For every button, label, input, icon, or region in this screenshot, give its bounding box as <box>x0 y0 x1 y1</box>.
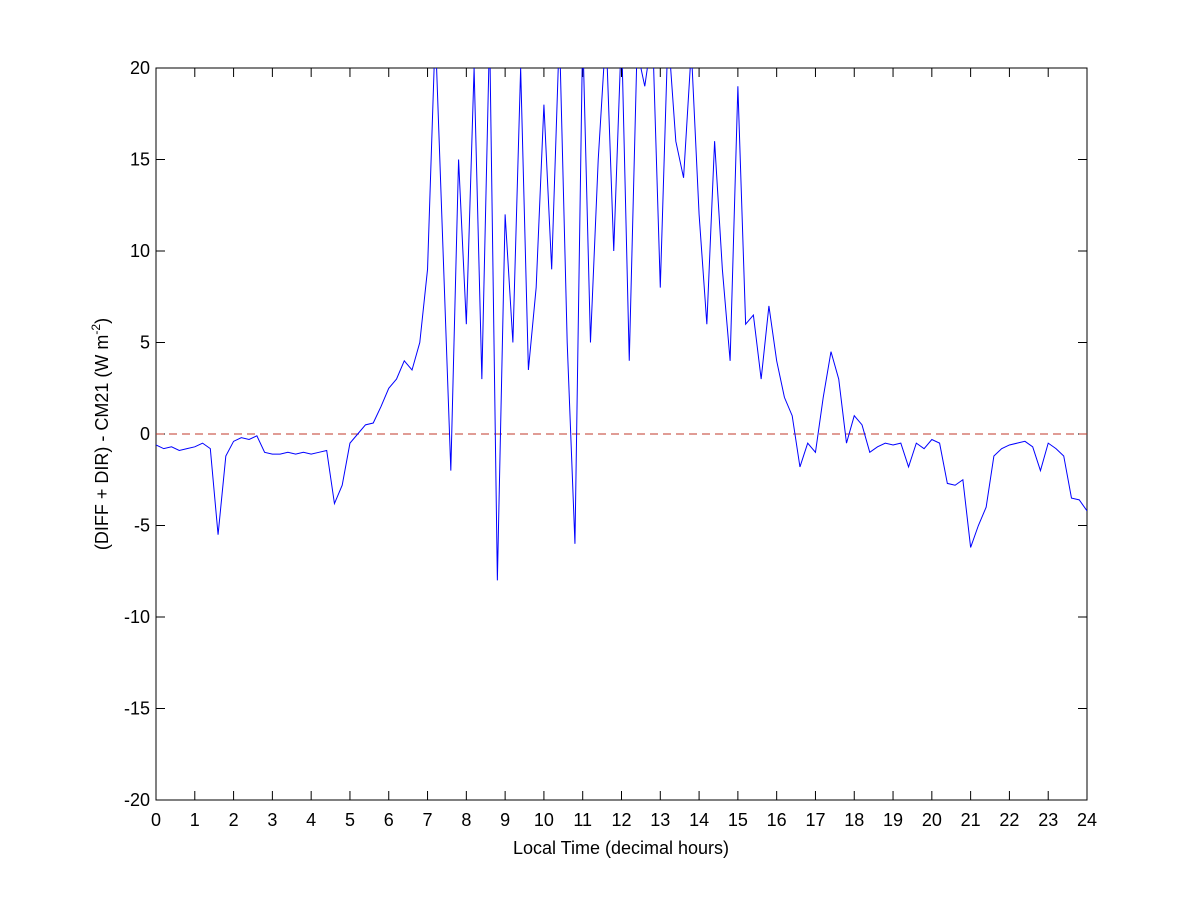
x-tick-label: 5 <box>345 810 355 830</box>
y-label-text: (DIFF + DIR) - CM21 (W m <box>92 335 112 550</box>
y-tick-label: 5 <box>140 333 150 353</box>
y-tick-label: -20 <box>124 790 150 810</box>
y-tick-label: 15 <box>130 150 150 170</box>
x-tick-label: 8 <box>461 810 471 830</box>
x-tick-label: 4 <box>306 810 316 830</box>
x-tick-label: 9 <box>500 810 510 830</box>
x-tick-label: 6 <box>384 810 394 830</box>
x-tick-label: 10 <box>534 810 554 830</box>
x-tick-label: 18 <box>844 810 864 830</box>
x-tick-label: 23 <box>1038 810 1058 830</box>
x-tick-label: 0 <box>151 810 161 830</box>
x-tick-label: 15 <box>728 810 748 830</box>
x-tick-label: 7 <box>423 810 433 830</box>
y-label-sup: -2 <box>89 324 103 335</box>
y-tick-label: -10 <box>124 607 150 627</box>
x-tick-label: 13 <box>650 810 670 830</box>
y-axis-label: (DIFF + DIR) - CM21 (W m-2) <box>89 318 112 550</box>
y-tick-label: -15 <box>124 699 150 719</box>
x-tick-label: 3 <box>267 810 277 830</box>
y-tick-label: 20 <box>130 58 150 78</box>
plot-area <box>155 67 1088 801</box>
y-tick-label: 0 <box>140 424 150 444</box>
x-tick-label: 20 <box>922 810 942 830</box>
x-tick-label: 12 <box>611 810 631 830</box>
x-tick-label: 11 <box>573 810 592 830</box>
x-axis-label: Local Time (decimal hours) <box>513 838 729 858</box>
data-line <box>156 68 1087 581</box>
x-tick-label: 2 <box>229 810 239 830</box>
x-tick-label: 17 <box>805 810 825 830</box>
x-tick-label: 21 <box>961 810 981 830</box>
x-tick-label: 14 <box>689 810 709 830</box>
x-tick-label: 22 <box>999 810 1019 830</box>
x-tick-label: 19 <box>883 810 903 830</box>
y-tick-label: 10 <box>130 241 150 261</box>
x-tick-label: 24 <box>1077 810 1097 830</box>
x-tick-label: 1 <box>190 810 200 830</box>
y-label-end: ) <box>92 318 112 324</box>
x-tick-label: 16 <box>767 810 787 830</box>
y-tick-label: -5 <box>134 516 150 536</box>
